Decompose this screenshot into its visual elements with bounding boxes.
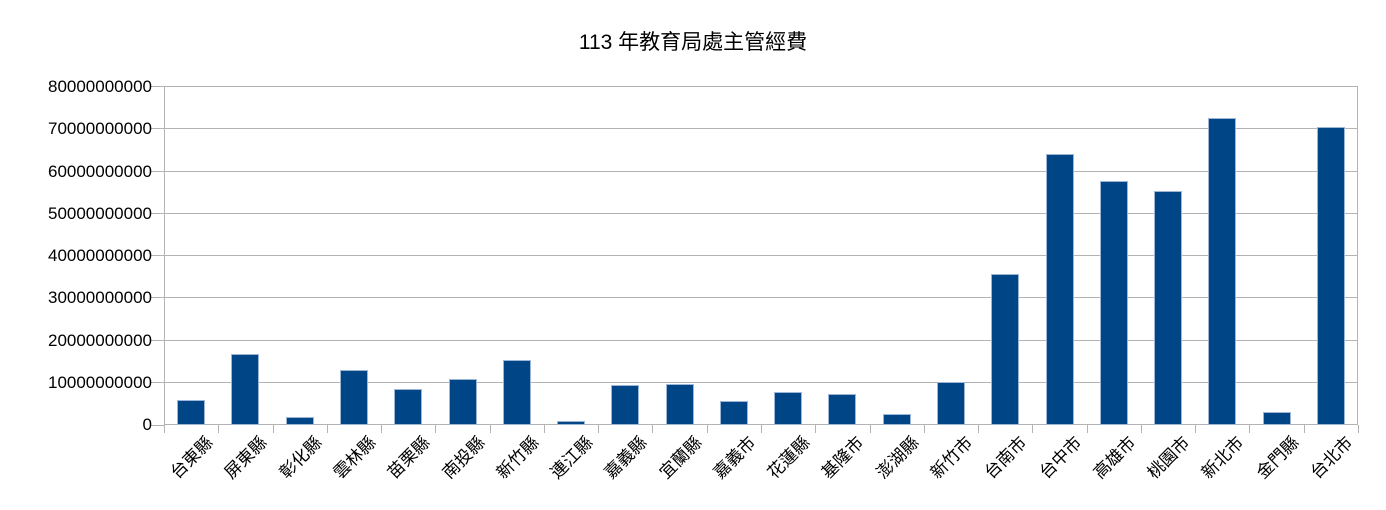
bar-台中市 [1045,154,1074,425]
x-axis-tick [869,425,871,433]
y-axis-tick [151,339,164,341]
x-axis-label-新竹市: 新竹市 [926,433,977,483]
bar-屏東縣 [231,354,260,425]
bar-澎湖縣 [882,413,911,425]
y-axis-label: 50000000000 [47,203,152,223]
x-axis-label-新竹縣: 新竹縣 [492,433,543,483]
x-axis-tick [164,425,165,433]
y-axis-label: 60000000000 [47,161,152,181]
y-axis-label: 80000000000 [47,77,152,96]
x-axis-tick [1303,425,1305,433]
x-axis-label-嘉義市: 嘉義市 [709,433,760,483]
x-axis-tick [1249,425,1251,433]
bar-嘉義市 [719,400,748,425]
x-axis-tick [978,425,980,433]
x-axis-tick [218,425,220,433]
y-axis-tick [151,86,164,87]
bar-宜蘭縣 [665,384,694,425]
y-axis-tick [151,128,164,130]
y-axis-label: 40000000000 [47,246,152,265]
bar-彰化縣 [285,417,314,425]
plot-area [164,87,1358,425]
y-axis-tick [151,297,164,299]
bar-新北市 [1208,118,1237,425]
x-axis-label-連江縣: 連江縣 [546,433,597,483]
x-axis-tick [1032,425,1034,433]
gridline [164,86,1358,87]
y-axis-label: 30000000000 [47,288,152,308]
x-axis-tick [815,425,817,433]
bar-桃園市 [1154,190,1183,425]
gridline [164,170,1358,172]
bar-雲林縣 [339,369,368,425]
bar-嘉義縣 [611,385,640,425]
x-axis-tick [923,425,925,433]
x-axis-label-台北市: 台北市 [1306,433,1357,483]
gridline [164,297,1358,299]
bar-高雄市 [1099,181,1128,425]
x-axis-tick [706,425,708,433]
x-axis-label-雲林縣: 雲林縣 [329,433,380,483]
gridline [164,381,1358,383]
bar-基隆市 [828,394,857,425]
x-axis-tick [1140,425,1142,433]
x-axis-label-嘉義縣: 嘉義縣 [601,433,651,483]
x-axis-label-基隆市: 基隆市 [818,433,868,483]
x-axis-tick [381,425,383,433]
gridline [164,128,1358,130]
y-axis-tick [151,212,164,214]
x-axis-label-高雄市: 高雄市 [1089,433,1140,483]
x-axis-tick [489,425,491,433]
bar-金門縣 [1262,412,1291,425]
y-axis-tick [151,255,164,256]
x-axis-tick [1086,425,1088,433]
bar-苗栗縣 [394,388,423,425]
x-axis-tick [543,425,545,433]
y-axis-label: 10000000000 [47,372,152,392]
bar-新竹縣 [502,360,531,425]
y-axis-tick [151,381,164,383]
x-axis-label-台中市: 台中市 [1035,433,1085,483]
x-axis-label-宜蘭縣: 宜蘭縣 [655,433,706,483]
x-axis-tick [652,425,654,433]
gridline [164,339,1358,341]
x-axis-label-台東縣: 台東縣 [167,433,217,483]
bar-花蓮縣 [774,392,803,425]
x-axis-label-彰化縣: 彰化縣 [275,433,326,483]
x-axis-label-南投縣: 南投縣 [438,433,488,483]
bar-新竹市 [936,381,965,425]
x-axis-tick [1195,425,1197,433]
x-axis-tick [435,425,437,433]
bar-台南市 [991,274,1020,425]
x-axis-label-屏東縣: 屏東縣 [221,433,271,483]
y-axis-tick [151,170,164,172]
x-axis-tick [598,425,600,433]
x-axis-tick [761,425,762,433]
y-axis-label: 70000000000 [47,119,152,139]
x-axis-tick [1358,425,1359,433]
x-axis-label-桃園市: 桃園市 [1143,433,1194,483]
x-axis-tick [326,425,328,433]
y-axis-tick [151,425,164,426]
bar-台北市 [1316,126,1345,425]
chart-title: 113 年教育局處主管經費 [578,31,808,54]
y-axis-label: 20000000000 [47,330,152,350]
x-axis-label-台南市: 台南市 [981,433,1031,483]
bar-連江縣 [557,421,586,425]
x-axis-label-澎湖縣: 澎湖縣 [872,433,923,483]
y-axis-label: 0 [142,415,152,434]
x-axis-label-花蓮縣: 花蓮縣 [764,433,814,483]
x-axis-label-金門縣: 金門縣 [1252,433,1303,483]
x-axis-label-新北市: 新北市 [1198,433,1248,483]
x-axis-tick [272,425,274,433]
x-axis-label-苗栗縣: 苗栗縣 [384,433,434,483]
bar-台東縣 [177,399,206,425]
gridline [164,212,1358,214]
gridline [164,255,1358,256]
bar-南投縣 [448,378,477,425]
